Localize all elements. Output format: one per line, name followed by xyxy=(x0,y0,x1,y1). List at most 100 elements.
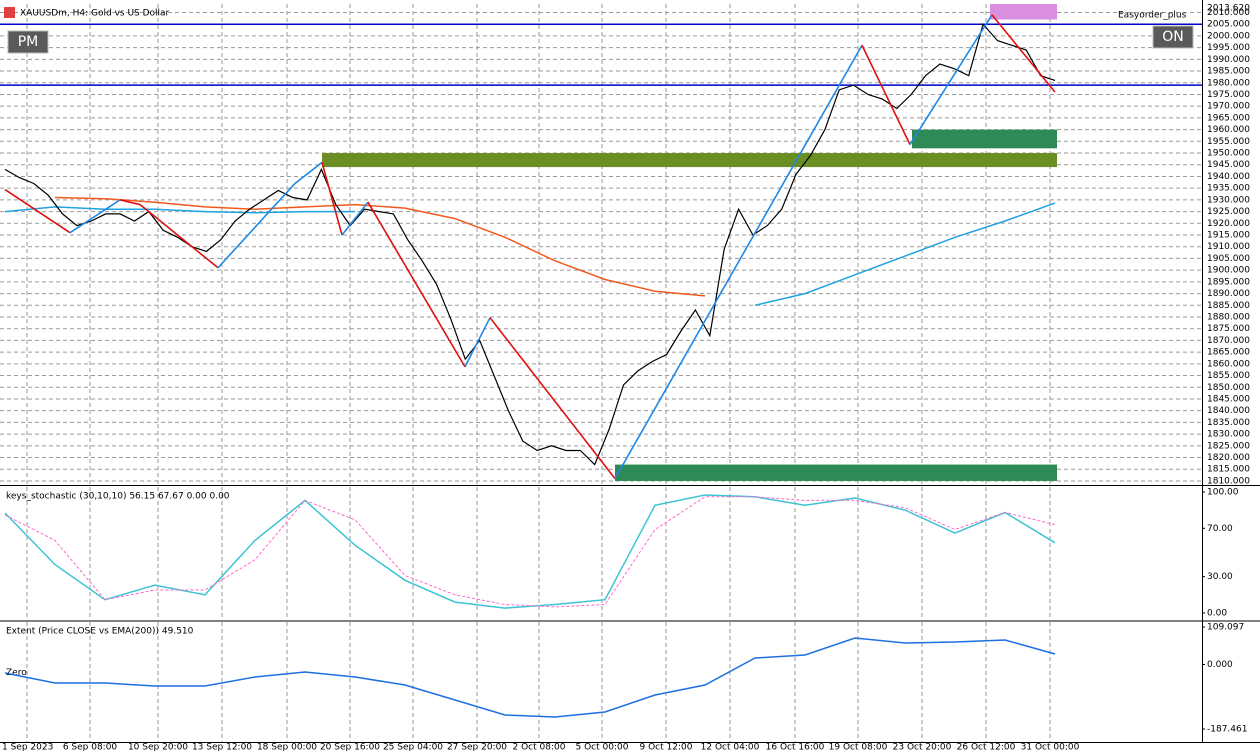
indicator-line xyxy=(4,202,1056,307)
y-tick-label: 1980.000 xyxy=(1207,78,1250,88)
price-line xyxy=(4,22,1056,466)
y-tick-label: 109.097 xyxy=(1207,622,1244,632)
y-tick-label: 1890.000 xyxy=(1207,289,1250,299)
time-label: 18 Sep 00:00 xyxy=(257,743,317,751)
zigzag-segment xyxy=(119,199,141,206)
y-tick-label: 2010.000 xyxy=(1207,8,1250,18)
time-label: 6 Sep 08:00 xyxy=(63,743,118,751)
y-tick-label: 1900.000 xyxy=(1207,266,1250,276)
y-tick-label: 1945.000 xyxy=(1207,160,1250,170)
y-tick-label: 1870.000 xyxy=(1207,336,1250,346)
y-tick-label: 1905.000 xyxy=(1207,254,1250,264)
zigzag-segment xyxy=(464,317,491,368)
y-tick-label: -187.461 xyxy=(1207,725,1247,735)
zone xyxy=(990,4,1057,20)
time-label: 1 Sep 2023 xyxy=(2,743,53,751)
pm-button[interactable] xyxy=(7,30,49,54)
zigzag-segment xyxy=(367,201,466,368)
on-button[interactable] xyxy=(1152,25,1194,49)
y-tick-label: 1975.000 xyxy=(1207,90,1250,100)
y-tick-label: 70.00 xyxy=(1207,524,1233,534)
chart-layer: 1 Sep 2023 6 Sep 08:00 10 Sep 20:00 13 Sep … xyxy=(0,4,1250,751)
time-label: 31 Oct 00:00 xyxy=(1021,743,1080,751)
y-tick-label: 1850.000 xyxy=(1207,383,1250,393)
zigzag-segment xyxy=(909,14,993,146)
y-tick-label: 2000.000 xyxy=(1207,31,1250,41)
y-tick-label: 1910.000 xyxy=(1207,242,1250,252)
y-tick-label: 1990.000 xyxy=(1207,55,1250,65)
y-tick-label: 1935.000 xyxy=(1207,184,1250,194)
indicator-line xyxy=(4,637,1056,718)
zero-label: Zero xyxy=(6,668,27,678)
y-tick-label: 1920.000 xyxy=(1207,219,1250,229)
zigzag-segment xyxy=(861,44,911,145)
y-tick-label: 1815.000 xyxy=(1207,465,1250,475)
time-label: 12 Oct 04:00 xyxy=(701,743,760,751)
y-tick-label: 1925.000 xyxy=(1207,207,1250,217)
time-label: 27 Sep 20:00 xyxy=(447,743,507,751)
time-label: 20 Sep 16:00 xyxy=(320,743,380,751)
pm-button-label[interactable]: PM xyxy=(18,34,39,50)
y-tick-label: 1895.000 xyxy=(1207,277,1250,287)
indicator-line xyxy=(4,494,1056,609)
y-tick-label: 1995.000 xyxy=(1207,43,1250,53)
y-tick-label: 1830.000 xyxy=(1207,430,1250,440)
indicator-line xyxy=(54,196,706,297)
time-label: 23 Oct 20:00 xyxy=(893,743,952,751)
y-tick-label: 1835.000 xyxy=(1207,418,1250,428)
zigzag-segment xyxy=(991,14,1056,93)
zigzag-segment xyxy=(139,203,219,269)
y-tick-label: 1845.000 xyxy=(1207,394,1250,404)
zigzag-segment xyxy=(4,188,71,234)
time-label: 25 Sep 04:00 xyxy=(383,743,443,751)
y-tick-label: 1875.000 xyxy=(1207,324,1250,334)
y-tick-label: 1810.000 xyxy=(1207,476,1250,486)
zigzag-segment xyxy=(217,182,296,269)
zigzag-segment xyxy=(294,161,323,185)
time-label: 19 Oct 08:00 xyxy=(829,743,888,751)
y-tick-label: 1865.000 xyxy=(1207,348,1250,358)
y-tick-label: 1970.000 xyxy=(1207,102,1250,112)
y-tick-label: 0.000 xyxy=(1207,660,1233,670)
y-tick-label: 0.00 xyxy=(1207,608,1227,618)
zigzag-segment xyxy=(321,162,343,236)
y-tick-label: 2005.000 xyxy=(1207,20,1250,30)
time-label: 5 Oct 00:00 xyxy=(576,743,629,751)
expert-name: Easyorder_plus xyxy=(1118,11,1187,21)
indicator-title: Extent (Price CLOSE vs EMA(200)) 49.510 xyxy=(6,627,194,637)
symbol-icon xyxy=(4,7,15,18)
symbol-title: XAUUSDm, H4: Gold vs US Dollar xyxy=(20,9,170,19)
time-label: 2 Oct 08:00 xyxy=(513,743,566,751)
y-tick-label: 1915.000 xyxy=(1207,231,1250,241)
zone xyxy=(912,129,1057,149)
y-tick-label: 1880.000 xyxy=(1207,312,1250,322)
y-tick-label: 1955.000 xyxy=(1207,137,1250,147)
time-label: 26 Oct 12:00 xyxy=(957,743,1016,751)
time-label: 13 Sep 12:00 xyxy=(192,743,252,751)
time-label: 10 Sep 20:00 xyxy=(128,743,188,751)
y-tick-label: 1930.000 xyxy=(1207,195,1250,205)
y-tick-label: 1985.000 xyxy=(1207,67,1250,77)
y-tick-label: 1885.000 xyxy=(1207,301,1250,311)
y-tick-label: 1820.000 xyxy=(1207,453,1250,463)
zone xyxy=(322,153,1057,168)
zigzag-segment xyxy=(69,199,121,234)
y-tick-label: 1860.000 xyxy=(1207,359,1250,369)
zigzag-segment xyxy=(341,201,369,236)
y-tick-label: 1940.000 xyxy=(1207,172,1250,182)
y-tick-label: 1960.000 xyxy=(1207,125,1250,135)
time-label: 9 Oct 12:00 xyxy=(640,743,693,751)
y-tick-label: 1825.000 xyxy=(1207,441,1250,451)
y-tick-label: 2013.620 xyxy=(1207,4,1250,14)
y-tick-label: 1840.000 xyxy=(1207,406,1250,416)
y-tick-label: 1950.000 xyxy=(1207,149,1250,159)
zone xyxy=(615,464,1057,481)
y-tick-label: 1855.000 xyxy=(1207,371,1250,381)
zigzag-segment xyxy=(614,44,863,480)
y-tick-label: 30.00 xyxy=(1207,572,1233,582)
y-tick-label: 1965.000 xyxy=(1207,113,1250,123)
on-button-label[interactable]: ON xyxy=(1162,29,1184,45)
time-label: 16 Oct 16:00 xyxy=(766,743,825,751)
